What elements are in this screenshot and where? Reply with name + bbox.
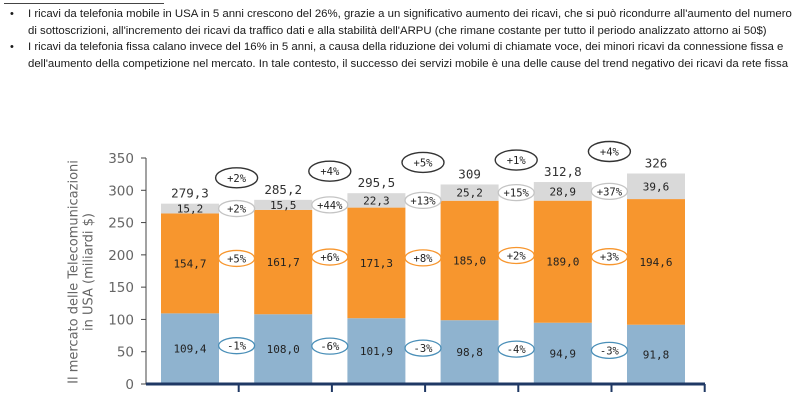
- growth-pill-series-3-label: +13%: [410, 195, 436, 207]
- bar-segment: [347, 193, 406, 208]
- segment-value-label: 109,4: [173, 343, 206, 356]
- segment-value-label: 91,8: [643, 348, 670, 361]
- growth-pill-series-2: [217, 249, 256, 268]
- segment-value-label: 194,6: [639, 256, 672, 269]
- growth-pill-series-1-label: -3%: [600, 345, 620, 357]
- y-tick-label: 300: [108, 183, 134, 199]
- growth-pill-series-1-label: -6%: [320, 341, 340, 353]
- total-value-label: 309: [458, 166, 481, 181]
- segment-value-label: 185,0: [453, 254, 486, 267]
- total-value-label: 312,8: [544, 164, 582, 179]
- bar-segment: [347, 318, 406, 384]
- growth-pill-series-3-label: +37%: [597, 186, 623, 198]
- growth-pill-series-1-label: -4%: [507, 344, 527, 356]
- growth-pill-series-2: [404, 249, 442, 267]
- bar-segment: [627, 324, 685, 384]
- y-tick-label: 150: [108, 280, 134, 296]
- growth-pill-series-2: [590, 248, 629, 266]
- bar-segment: [533, 200, 592, 323]
- growth-pill-series-3-label: +15%: [504, 188, 530, 200]
- bar-segment: [161, 203, 219, 214]
- y-tick-label: 350: [108, 151, 134, 167]
- segment-value-label: 154,7: [173, 257, 206, 270]
- segment-value-label: 25,2: [456, 187, 483, 200]
- growth-pill-series-1: [217, 337, 256, 355]
- growth-pill-series-1: [590, 341, 629, 360]
- segment-value-label: 15,5: [270, 199, 297, 212]
- growth-pill-total-label: +4%: [600, 146, 620, 158]
- growth-pill-series-3-label: +44%: [317, 200, 343, 212]
- bar-segment: [627, 199, 685, 325]
- bar-segment: [440, 320, 499, 384]
- y-tick-label: 200: [108, 248, 134, 264]
- growth-pill-series-2-label: +8%: [414, 253, 434, 265]
- y-axis-title: Il mercato delle Telecomunicazioniin USA…: [66, 160, 96, 384]
- bar-segment: [161, 313, 219, 384]
- segment-value-label: 15,2: [177, 203, 204, 216]
- bar-segment: [533, 322, 592, 384]
- total-value-label: 279,3: [171, 186, 209, 201]
- y-tick-label: 250: [108, 216, 134, 232]
- bullet-mobile: I ricavi da telefonia mobile in USA in 5…: [8, 6, 796, 39]
- y-tick-label: 0: [125, 377, 134, 393]
- growth-pill-series-3: [217, 199, 256, 218]
- growth-pill-total: [587, 140, 632, 163]
- segment-value-label: 94,9: [550, 347, 577, 360]
- growth-pill-series-2-label: +6%: [320, 252, 340, 264]
- segment-value-label: 98,8: [456, 346, 483, 359]
- y-tick-label: 50: [117, 345, 134, 361]
- bar-segment: [533, 182, 592, 201]
- bar-segment: [161, 213, 219, 314]
- growth-pill-total-label: +1%: [507, 155, 527, 167]
- growth-pill-series-1-label: -1%: [227, 341, 247, 353]
- segment-value-label: 108,0: [267, 343, 300, 356]
- segment-value-label: 28,9: [550, 185, 577, 198]
- growth-pill-series-2: [497, 246, 535, 265]
- segment-value-label: 39,6: [643, 180, 670, 193]
- segment-value-label: 101,9: [360, 345, 393, 358]
- bar-segment: [440, 184, 499, 201]
- growth-pill-series-3: [404, 191, 442, 210]
- growth-pill-series-3-label: +2%: [227, 204, 247, 216]
- segment-value-label: 189,0: [546, 256, 579, 269]
- bar-segment: [254, 209, 313, 315]
- growth-pill-total: [308, 160, 352, 182]
- y-tick-label: 100: [108, 312, 134, 328]
- bullet-fixed: I ricavi da telefonia fissa calano invec…: [8, 39, 796, 72]
- total-value-label: 285,2: [264, 182, 302, 197]
- growth-pill-series-1: [311, 337, 349, 355]
- growth-pill-series-2-label: +5%: [227, 253, 247, 265]
- growth-pill-total-label: +4%: [320, 166, 340, 178]
- bar-segment: [254, 314, 313, 384]
- header-rule: [4, 3, 164, 4]
- segment-value-label: 171,3: [360, 257, 393, 270]
- growth-pill-series-2-label: +3%: [600, 252, 620, 264]
- segment-value-label: 161,7: [267, 256, 300, 269]
- growth-pill-series-2: [311, 248, 349, 266]
- total-value-label: 326: [645, 155, 668, 170]
- growth-pill-series-2-label: +2%: [507, 250, 527, 262]
- bullet-list: I ricavi da telefonia mobile in USA in 5…: [8, 6, 796, 72]
- total-value-label: 295,5: [358, 175, 396, 190]
- growth-pill-series-1: [404, 339, 442, 357]
- growth-pill-total: [494, 149, 538, 171]
- growth-pill-series-1-label: -3%: [414, 343, 434, 355]
- growth-pill-total-label: +2%: [227, 173, 247, 185]
- bar-segment: [440, 200, 499, 321]
- growth-pill-series-3: [497, 183, 535, 202]
- bar-segment: [254, 199, 313, 210]
- growth-pill-total-label: +5%: [414, 157, 434, 169]
- segment-value-label: 22,3: [363, 194, 390, 207]
- growth-pill-series-3: [590, 182, 629, 201]
- growth-pill-series-3: [311, 196, 349, 214]
- growth-pill-total: [401, 151, 445, 174]
- bar-segment: [347, 207, 406, 319]
- growth-pill-series-1: [497, 340, 535, 358]
- bar-segment: [627, 173, 685, 200]
- growth-pill-total: [214, 167, 259, 189]
